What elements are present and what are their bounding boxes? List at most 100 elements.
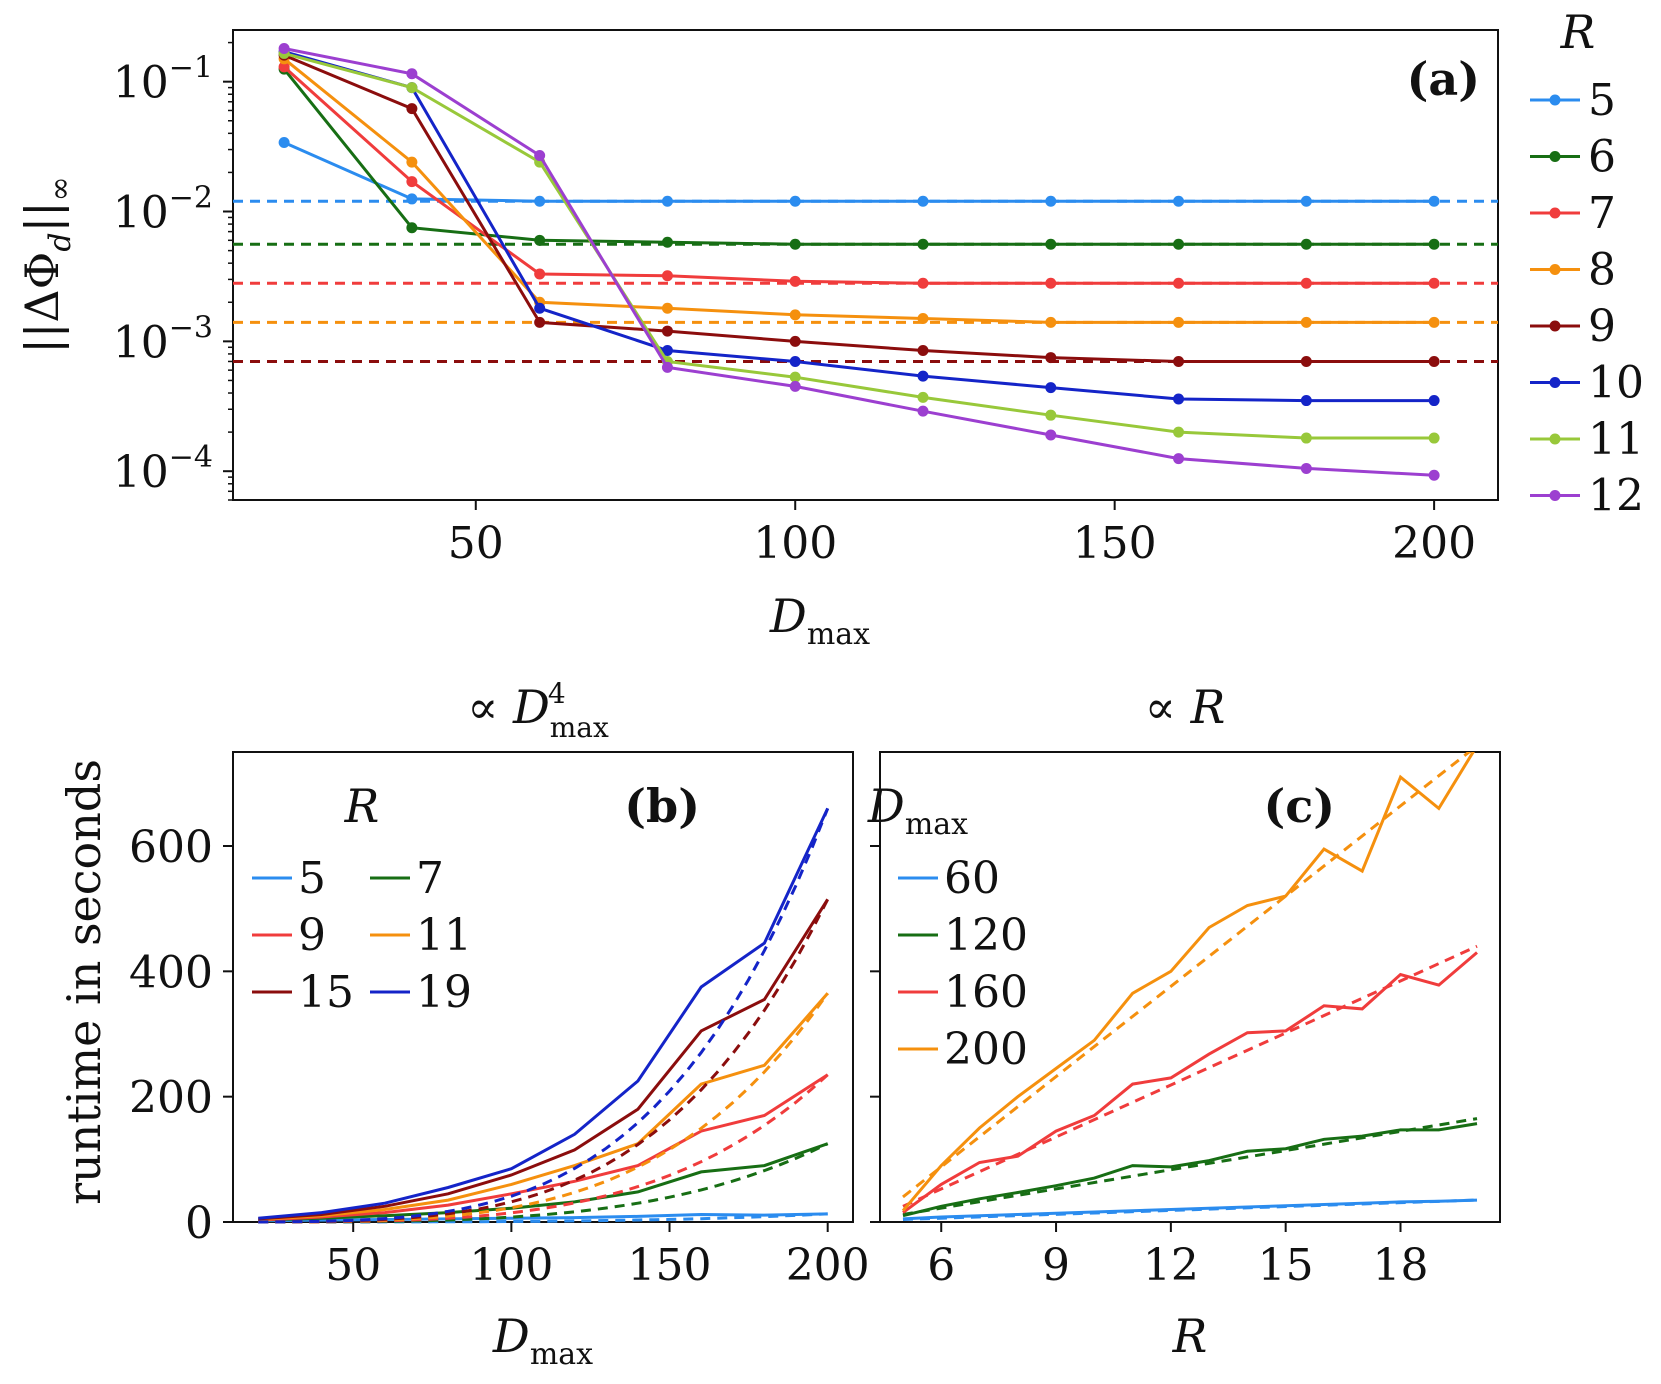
panel-c-series-group xyxy=(901,752,1478,1221)
panel-a-legend-label-7: 7 xyxy=(1588,188,1616,239)
panel-b-ytick-label-600: 600 xyxy=(129,822,213,873)
panel-a-series-line-8 xyxy=(283,57,1435,324)
panel-c-xtick-label-6: 6 xyxy=(927,1240,955,1291)
panel-a-point-7-200 xyxy=(1428,277,1440,289)
panel-b-legend-label-5: 5 xyxy=(298,853,326,904)
panel-a-point-5-20 xyxy=(278,137,290,149)
panel-a-point-10-160 xyxy=(1173,393,1185,405)
panel-a-ytick-label-−4: 10−4 xyxy=(113,440,213,498)
panel-a-point-7-60 xyxy=(534,268,546,280)
svg-text:runtime in seconds: runtime in seconds xyxy=(57,759,111,1205)
svg-text:R: R xyxy=(1172,1309,1208,1363)
panel-c-frame xyxy=(879,751,1501,1223)
panel-a-point-5-100 xyxy=(789,195,801,207)
panel-b-frame xyxy=(232,751,854,1223)
panel-b-xlabel: Dmax xyxy=(492,1309,593,1372)
panel-b-xtick-label-200: 200 xyxy=(786,1240,870,1291)
panel-b-xtick-label-50: 50 xyxy=(325,1240,381,1291)
panel-a-point-11-120 xyxy=(917,391,929,403)
panel-b-series-line-19 xyxy=(258,807,830,1220)
panel-a-ytick-label-−3: 10−3 xyxy=(113,310,213,368)
panel-c-xtick-label-12: 12 xyxy=(1143,1240,1199,1291)
panel-a-series-line-12 xyxy=(283,47,1435,477)
panel-a-point-11-40 xyxy=(406,82,418,94)
panel-b-title: ∝ D4 max xyxy=(467,677,609,744)
panel-a-series-line-7 xyxy=(283,65,1435,285)
panel-a-point-9-100 xyxy=(789,335,801,347)
panel-a-point-10-200 xyxy=(1428,395,1440,407)
panel-a-frame xyxy=(232,29,1499,501)
panel-a-point-6-80 xyxy=(661,236,673,248)
panel-a-point-8-120 xyxy=(917,312,929,324)
panel-a-ylabel: ||ΔΦd||∞ xyxy=(15,176,78,353)
panel-c-legend-title: Dmax xyxy=(867,779,968,842)
panel-a-series-line-10 xyxy=(283,50,1435,403)
panel-a-point-6-200 xyxy=(1428,238,1440,250)
panel-a-legend-marker-10 xyxy=(1549,377,1561,388)
panel-a-legend-marker-7 xyxy=(1549,207,1561,219)
panel-b-fit-line-19 xyxy=(258,807,830,1224)
panel-a-point-10-80 xyxy=(661,345,673,357)
panel-a-legend-label-8: 8 xyxy=(1588,245,1616,296)
panel-a-legend-label-6: 6 xyxy=(1588,132,1616,183)
panel-a-point-9-80 xyxy=(661,325,673,337)
panel-a-point-6-60 xyxy=(534,234,546,246)
panel-a-point-10-180 xyxy=(1300,395,1312,407)
panel-a-legend-marker-11 xyxy=(1549,433,1561,445)
panel-b-series-group xyxy=(258,807,830,1224)
panel-a-point-12-120 xyxy=(917,405,929,417)
panel-a-point-6-40 xyxy=(406,222,418,234)
panel-c-xtick-label-18: 18 xyxy=(1372,1240,1428,1291)
panel-c-fit-line-120 xyxy=(902,1117,1478,1216)
panel-a-legend-marker-9 xyxy=(1549,320,1561,332)
panel-a-point-10-120 xyxy=(917,370,929,382)
panel-a-point-6-120 xyxy=(917,238,929,250)
panel-b-xtick-label-150: 150 xyxy=(628,1240,712,1291)
panel-a-ytick-label-−1: 10−1 xyxy=(113,51,213,109)
panel-a-series-line-9 xyxy=(283,53,1435,363)
panel-a-legend-label-11: 11 xyxy=(1588,414,1644,465)
panel-a-point-8-40 xyxy=(406,156,418,168)
panel-a-point-9-40 xyxy=(406,103,418,115)
panel-a-point-7-180 xyxy=(1300,277,1312,289)
panel-a-point-7-40 xyxy=(406,176,418,188)
panel-c-series-line-200 xyxy=(901,752,1475,1212)
panel-a-point-5-200 xyxy=(1428,195,1440,207)
panel-a-point-12-40 xyxy=(406,68,418,80)
panel-b-legend-label-15: 15 xyxy=(298,967,354,1018)
panel-c-chart: ∝ R 6 9 12 15 18 (c) R Dmax 60 120 160 200 xyxy=(867,680,1501,1363)
panel-a-point-12-200 xyxy=(1428,469,1440,481)
panel-a-point-11-180 xyxy=(1300,432,1312,444)
panel-a-legend-label-5: 5 xyxy=(1588,75,1616,126)
panel-a-legend-marker-12 xyxy=(1549,490,1561,501)
panel-a-point-8-140 xyxy=(1045,316,1057,328)
svg-text:Dmax: Dmax xyxy=(492,1309,593,1372)
panel-c-xlabel: R xyxy=(1172,1309,1208,1363)
panel-b-tag: (b) xyxy=(624,779,700,833)
panel-a-point-11-200 xyxy=(1428,432,1440,444)
panel-a-point-5-160 xyxy=(1173,195,1185,207)
panel-a-point-11-160 xyxy=(1173,426,1185,438)
panel-a-point-5-80 xyxy=(661,195,673,207)
panel-a-point-8-100 xyxy=(789,309,801,321)
panel-b-xtick-label-100: 100 xyxy=(469,1240,553,1291)
panel-c-series-line-160 xyxy=(902,951,1478,1214)
panel-a-series-line-6 xyxy=(282,68,1435,246)
panel-b-ytick-label-0: 0 xyxy=(185,1198,213,1249)
panel-a-legend-marker-5 xyxy=(1549,94,1561,106)
panel-a-point-7-120 xyxy=(917,277,929,289)
panel-c-xtick-label-15: 15 xyxy=(1258,1240,1314,1291)
panel-a-point-12-60 xyxy=(534,150,546,162)
panel-a-point-8-160 xyxy=(1173,316,1185,328)
panel-a-point-10-140 xyxy=(1045,382,1057,394)
panel-b-chart: ∝ D4 max 50 100 150 200 0 200 400 600 (b) runtim… xyxy=(57,677,870,1372)
svg-text:||ΔΦd||∞: ||ΔΦd||∞ xyxy=(15,176,78,353)
panel-a-legend-marker-6 xyxy=(1549,151,1561,162)
panel-a-series-line-11 xyxy=(283,51,1435,440)
panel-b-legend-label-9: 9 xyxy=(298,910,326,961)
panel-b-legend: R5 7 9 11 15 19 xyxy=(252,779,472,1018)
panel-a-point-8-80 xyxy=(661,302,673,314)
panel-a-point-8-180 xyxy=(1300,316,1312,328)
panel-b-fit-line-9 xyxy=(258,1073,829,1224)
